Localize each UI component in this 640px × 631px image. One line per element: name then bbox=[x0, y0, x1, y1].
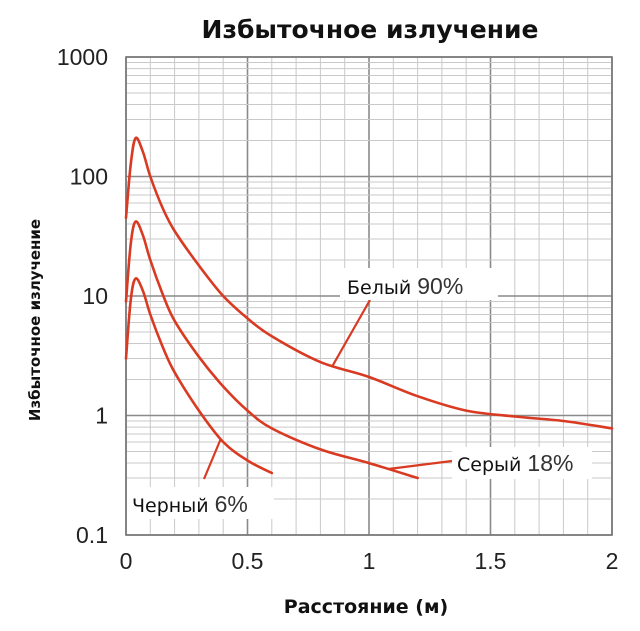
series-line-gray bbox=[124, 220, 419, 480]
x-tick-label: 1.5 bbox=[475, 548, 507, 574]
leader-line bbox=[388, 459, 453, 471]
annotation-label: Белый 90% bbox=[347, 273, 463, 299]
y-tick-label: 1 bbox=[95, 403, 108, 429]
y-axis-ticks: 0.1 1 10 100 1000 bbox=[57, 44, 108, 548]
leader-line bbox=[331, 299, 371, 367]
annotation-reflectance: 6% bbox=[215, 491, 248, 517]
annotation-black: Черный 6% bbox=[127, 487, 274, 519]
chart-title: Избыточное излучение bbox=[202, 15, 539, 44]
series-annotations: Белый 90% Серый 18% Черный 6% bbox=[127, 268, 592, 519]
y-tick-label: 0.1 bbox=[76, 522, 108, 548]
series-lines bbox=[124, 136, 614, 480]
annotation-white: Белый 90% bbox=[340, 268, 498, 300]
annotation-label: Черный 6% bbox=[132, 491, 248, 517]
annotation-series-name: Черный bbox=[132, 495, 215, 517]
y-tick-label: 10 bbox=[82, 283, 108, 309]
y-tick-label: 100 bbox=[70, 164, 108, 190]
y-tick-label: 1000 bbox=[57, 44, 108, 70]
annotation-background bbox=[127, 487, 274, 519]
x-tick-label: 1 bbox=[363, 548, 376, 574]
annotation-reflectance: 90% bbox=[417, 273, 463, 299]
annotation-background bbox=[452, 447, 592, 479]
annotation-series-name: Серый bbox=[457, 454, 527, 476]
series-line-white bbox=[124, 136, 614, 430]
x-tick-label: 0 bbox=[120, 548, 133, 574]
x-axis-label: Расстояние (м) bbox=[284, 596, 448, 618]
x-axis-ticks: 0 0.5 1 1.5 2 bbox=[120, 548, 619, 574]
annotation-label: Серый 18% bbox=[457, 450, 573, 476]
annotation-series-name: Белый bbox=[347, 277, 417, 299]
x-tick-label: 2 bbox=[606, 548, 619, 574]
leader-line bbox=[202, 438, 222, 480]
annotation-leader-lines bbox=[202, 299, 453, 480]
annotation-gray: Серый 18% bbox=[452, 447, 592, 479]
series-line-black bbox=[124, 277, 274, 475]
annotation-reflectance: 18% bbox=[527, 450, 573, 476]
y-axis-label: Избыточное излучение bbox=[26, 219, 44, 421]
x-tick-label: 0.5 bbox=[232, 548, 264, 574]
annotation-background bbox=[340, 268, 498, 300]
